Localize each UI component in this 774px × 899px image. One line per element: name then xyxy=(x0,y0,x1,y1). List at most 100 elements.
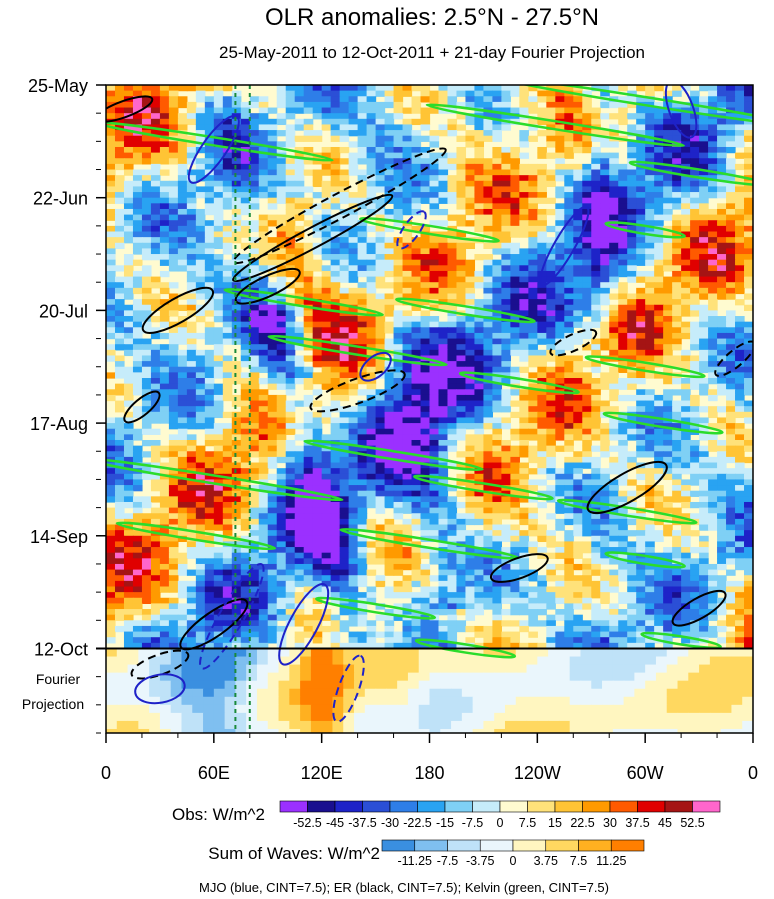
obs-cell xyxy=(393,259,404,266)
obs-cell xyxy=(438,383,449,390)
obs-cell xyxy=(213,361,224,368)
obs-cell xyxy=(267,428,278,435)
obs-cell xyxy=(744,411,753,419)
obs-cell xyxy=(231,361,242,368)
obs-cell xyxy=(717,282,727,289)
obs-cell xyxy=(249,321,260,328)
obs-cell xyxy=(294,321,305,328)
obs-cell xyxy=(132,428,143,435)
obs-cell xyxy=(159,214,170,221)
obs-cell xyxy=(141,152,152,159)
obs-cell xyxy=(213,96,224,103)
obs-cell xyxy=(663,400,673,407)
obs-cell xyxy=(474,118,485,126)
obs-cell xyxy=(429,163,440,171)
obs-cell xyxy=(303,490,314,497)
obs-cell xyxy=(348,237,359,244)
obs-cell xyxy=(456,479,467,486)
obs-cell xyxy=(501,462,511,469)
obs-cell xyxy=(618,513,628,520)
obs-cell xyxy=(402,316,413,323)
obs-cell xyxy=(393,434,404,441)
obs-cell xyxy=(744,163,753,171)
obs-cell xyxy=(285,163,296,171)
obs-cell xyxy=(132,135,143,142)
obs-cell xyxy=(726,135,736,142)
obs-cell xyxy=(582,372,592,379)
obs-cell xyxy=(699,468,709,475)
obs-cell xyxy=(438,417,449,424)
obs-cell xyxy=(519,259,529,266)
obs-cell xyxy=(258,180,269,188)
obs-cell xyxy=(411,282,422,289)
obs-cell xyxy=(681,361,691,368)
obs-cell xyxy=(492,248,502,255)
obs-cell xyxy=(357,316,368,323)
obs-cell xyxy=(106,113,116,120)
obs-cell xyxy=(591,130,601,137)
obs-cell xyxy=(321,214,332,221)
obs-cell xyxy=(384,141,395,148)
obs-cell xyxy=(492,321,502,328)
obs-cell xyxy=(285,479,296,486)
obs-cell xyxy=(177,203,188,210)
obs-cell xyxy=(294,485,305,492)
obs-cell xyxy=(429,428,440,435)
obs-cell xyxy=(258,456,269,464)
obs-cell xyxy=(159,417,170,424)
obs-cell xyxy=(168,456,179,464)
obs-cell xyxy=(699,518,709,526)
obs-cell xyxy=(168,254,179,261)
obs-cell xyxy=(106,479,116,486)
obs-cell xyxy=(402,124,413,131)
obs-cell xyxy=(348,372,359,379)
obs-cell xyxy=(546,254,556,261)
obs-cell xyxy=(492,518,502,526)
obs-cell xyxy=(501,90,511,97)
obs-cell xyxy=(555,417,565,424)
obs-cell xyxy=(744,344,753,351)
obs-cell xyxy=(330,513,341,520)
obs-cell xyxy=(726,175,736,182)
obs-cell xyxy=(438,451,449,458)
obs-cell xyxy=(339,479,350,486)
obs-cell xyxy=(429,175,440,182)
obs-cell xyxy=(294,400,305,407)
obs-cell xyxy=(609,332,619,340)
obs-cell xyxy=(645,276,655,283)
obs-cell xyxy=(636,400,646,407)
obs-cell xyxy=(276,473,287,481)
obs-cell xyxy=(492,118,502,126)
obs-cell xyxy=(411,293,422,300)
obs-cell xyxy=(366,287,377,295)
obs-cell xyxy=(375,496,386,503)
obs-cell xyxy=(726,383,736,390)
obs-cell xyxy=(429,254,440,261)
obs-cell xyxy=(267,485,278,492)
obs-cell xyxy=(375,101,386,109)
obs-cell xyxy=(420,434,431,441)
obs-cell xyxy=(231,423,242,430)
obs-cell xyxy=(339,316,350,323)
obs-cell xyxy=(474,355,485,362)
obs-cell xyxy=(672,507,682,514)
obs-cell xyxy=(519,107,529,114)
obs-cell xyxy=(240,434,251,441)
obs-cell xyxy=(474,101,485,109)
obs-cell xyxy=(636,85,646,92)
obs-cell xyxy=(456,344,467,351)
obs-cell xyxy=(411,225,422,233)
obs-cell xyxy=(492,208,502,216)
obs-cell xyxy=(123,208,134,216)
obs-cell xyxy=(204,366,215,373)
obs-cell xyxy=(717,456,727,464)
obs-cell xyxy=(447,507,458,514)
obs-cell xyxy=(492,389,502,396)
obs-cell xyxy=(177,445,188,452)
obs-cell xyxy=(717,293,727,300)
obs-cell xyxy=(106,242,116,250)
obs-cell xyxy=(492,485,502,492)
obs-cell xyxy=(528,344,538,351)
obs-cell xyxy=(366,180,377,188)
obs-cell xyxy=(636,417,646,424)
